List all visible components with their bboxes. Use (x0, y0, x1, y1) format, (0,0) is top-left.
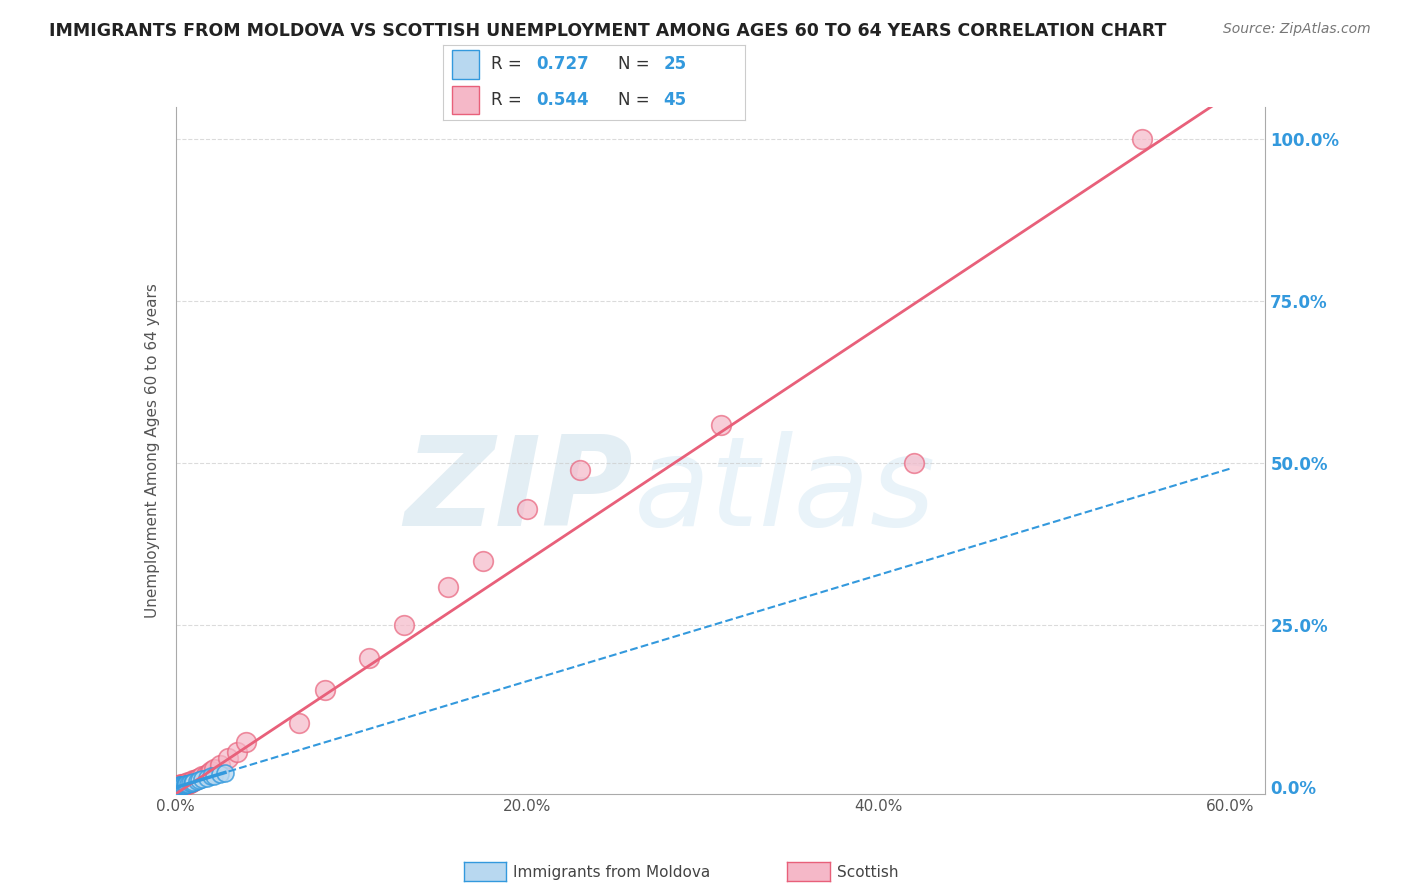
Point (172, 777, 194, 791)
Text: N =: N = (619, 91, 655, 109)
Point (200, 764, 222, 779)
Point (226, 745, 249, 759)
Point (208, 767, 231, 781)
Point (710, 417, 733, 432)
Point (169, 779, 191, 793)
Point (170, 778, 193, 792)
Point (516, 501, 538, 516)
Text: 0.544: 0.544 (537, 91, 589, 109)
Point (173, 776, 195, 790)
Point (170, 779, 193, 793)
Point (173, 778, 195, 792)
Bar (451, 86, 479, 114)
Point (187, 772, 209, 787)
Text: Source: ZipAtlas.com: Source: ZipAtlas.com (1223, 22, 1371, 37)
Point (169, 780, 191, 794)
Point (217, 751, 239, 765)
Point (198, 766, 221, 780)
Text: R =: R = (491, 55, 527, 73)
Point (170, 779, 193, 793)
Point (173, 779, 195, 793)
Point (191, 769, 214, 783)
Point (179, 776, 201, 790)
Point (187, 771, 209, 785)
Point (169, 779, 191, 793)
Text: 0.727: 0.727 (537, 55, 589, 73)
Point (170, 778, 193, 792)
Point (359, 650, 381, 665)
Point (169, 779, 191, 793)
Text: 45: 45 (664, 91, 686, 109)
Point (172, 778, 194, 792)
Point (288, 715, 311, 730)
Point (179, 776, 201, 790)
Point (200, 769, 222, 783)
Point (186, 772, 208, 786)
Point (191, 772, 214, 786)
Point (174, 777, 197, 791)
Text: ZIP: ZIP (405, 431, 633, 552)
Text: IMMIGRANTS FROM MOLDOVA VS SCOTTISH UNEMPLOYMENT AMONG AGES 60 TO 64 YEARS CORRE: IMMIGRANTS FROM MOLDOVA VS SCOTTISH UNEM… (49, 22, 1167, 40)
Point (314, 683, 336, 698)
Point (170, 779, 193, 793)
Point (903, 457, 925, 471)
Point (569, 463, 592, 477)
Point (194, 768, 217, 782)
Text: 25: 25 (664, 55, 686, 73)
Point (179, 774, 201, 789)
Point (183, 772, 205, 787)
Point (177, 776, 200, 790)
Point (186, 773, 208, 788)
Point (437, 580, 460, 594)
Point (394, 618, 416, 632)
Point (174, 777, 197, 791)
Point (1132, 132, 1154, 146)
Point (169, 779, 191, 793)
Point (208, 757, 231, 772)
Text: Immigrants from Moldova: Immigrants from Moldova (513, 865, 710, 880)
Y-axis label: Unemployment Among Ages 60 to 64 years: Unemployment Among Ages 60 to 64 years (145, 283, 160, 618)
Point (166, 779, 188, 793)
Point (183, 773, 205, 788)
Point (472, 553, 495, 567)
Point (166, 780, 188, 794)
Point (204, 769, 226, 783)
Point (184, 773, 207, 788)
Text: atlas: atlas (633, 431, 935, 552)
Point (177, 775, 200, 789)
Point (173, 778, 195, 792)
Point (174, 777, 197, 791)
Point (166, 779, 188, 793)
Point (172, 778, 194, 792)
Text: Scottish: Scottish (837, 865, 898, 880)
Point (235, 735, 257, 749)
Point (180, 776, 202, 790)
Text: N =: N = (619, 55, 655, 73)
Point (180, 775, 202, 789)
Point (166, 780, 188, 794)
Bar (451, 50, 479, 78)
Point (173, 777, 195, 791)
Point (177, 776, 200, 790)
Point (174, 776, 197, 790)
Point (204, 762, 226, 776)
Point (183, 774, 205, 789)
Point (195, 771, 219, 785)
Point (172, 779, 194, 793)
Point (170, 777, 193, 791)
Text: R =: R = (491, 91, 527, 109)
Point (214, 766, 236, 780)
